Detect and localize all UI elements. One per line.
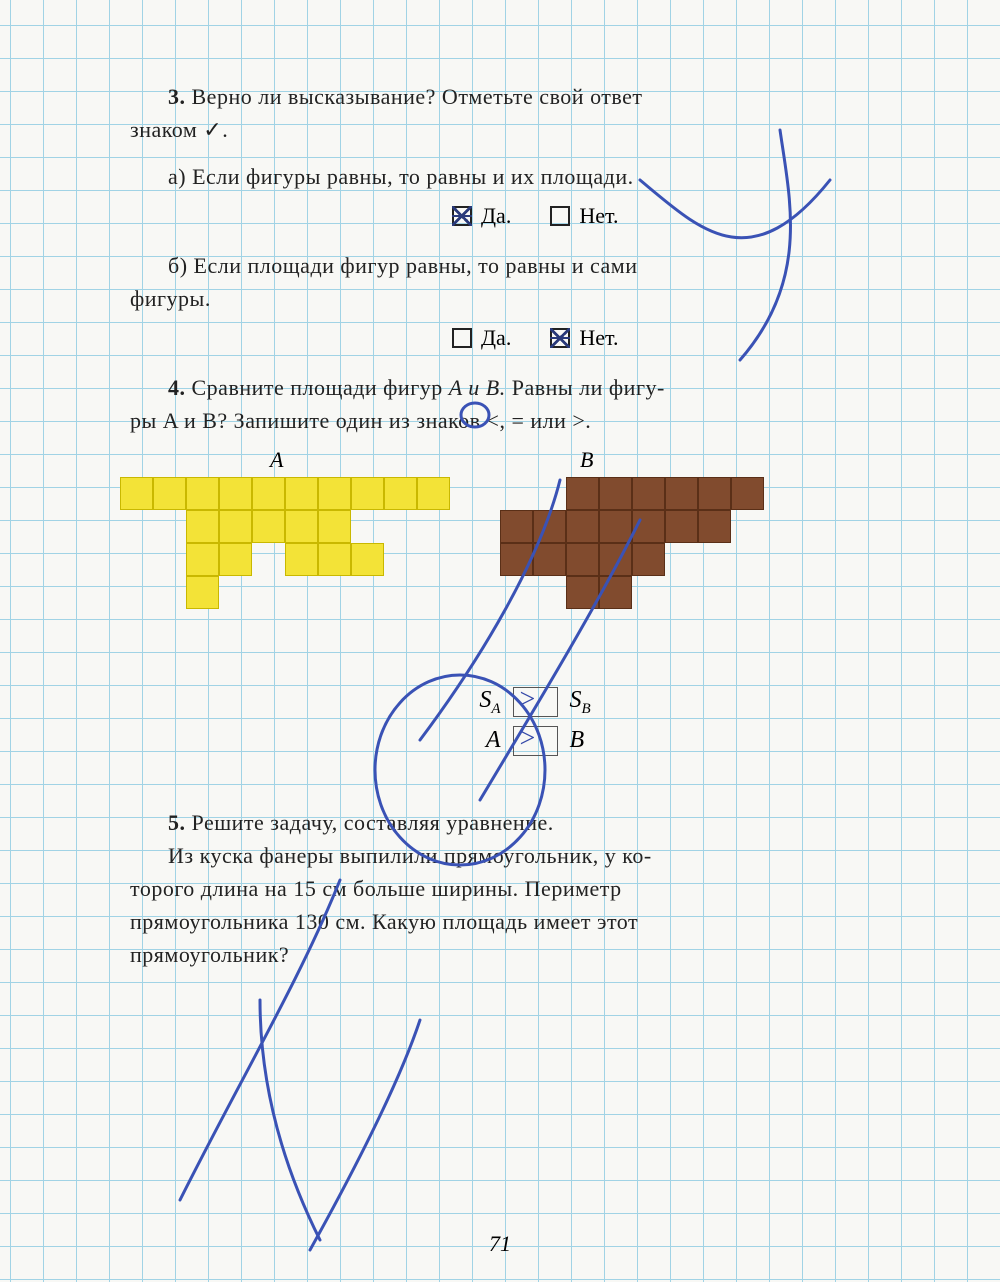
q3b-text: Если площади фигур равны, то равны и сам… <box>194 253 638 278</box>
q3a-no-checkbox[interactable] <box>550 206 570 226</box>
figure-b-label: B <box>580 447 593 473</box>
q5-line2: Из куска фанеры выпилили прямоугольник, … <box>130 839 940 872</box>
q3b-answers: Да. Нет. <box>130 325 940 351</box>
q3-prompt: 3. Верно ли высказывание? Отметьте свой … <box>130 80 940 113</box>
q3-prompt2: знаком ✓. <box>130 113 940 146</box>
q3a-yes-checkbox[interactable] <box>452 206 472 226</box>
q4-number: 4. <box>168 375 186 400</box>
q5-line1: 5. Решите задачу, составляя уравнение. <box>130 806 940 839</box>
q3a-no-label: Нет. <box>579 203 618 228</box>
q3a-answers: Да. Нет. <box>130 203 940 229</box>
handwritten-sign-1: > <box>520 684 536 716</box>
q4-ab: A и B. <box>449 375 506 400</box>
compare-ab: A > B <box>385 726 685 756</box>
q3a-yes-label: Да. <box>481 203 511 228</box>
q3a: а) Если фигуры равны, то равны и их площ… <box>130 160 940 193</box>
q3b-text2: фигуры. <box>130 282 940 315</box>
q5-line5: прямоугольник? <box>130 938 940 971</box>
figure-b <box>500 477 764 609</box>
page-number: 71 <box>0 1231 1000 1257</box>
q3-number: 3. <box>168 84 186 109</box>
SA-label: SA <box>479 687 500 718</box>
handwritten-sign-2: > <box>520 723 536 755</box>
q4-line2: ры A и B? Запишите один из знаков <, = и… <box>130 404 940 437</box>
q4-line1: 4. Сравните площади фигур A и B. Равны л… <box>130 371 940 404</box>
compare-box-2[interactable]: > <box>513 726 558 756</box>
compare-box-1[interactable]: > <box>513 687 558 717</box>
q4-compare: SA > SB A > B <box>385 687 685 756</box>
figure-a-label: A <box>270 447 283 473</box>
q4-figures: A B <box>100 447 920 617</box>
q3b: б) Если площади фигур равны, то равны и … <box>130 249 940 282</box>
compare-s: SA > SB <box>385 687 685 718</box>
q3a-text: Если фигуры равны, то равны и их площади… <box>192 164 634 189</box>
q3b-yes-label: Да. <box>481 325 511 350</box>
q4-text1: Сравните площади фигур <box>192 375 443 400</box>
q5-text1: Решите задачу, составляя уравнение. <box>192 810 554 835</box>
q3b-no-label: Нет. <box>579 325 618 350</box>
A2-label: A <box>486 727 501 754</box>
SB-label: SB <box>570 687 591 718</box>
q3-prompt-text1: Верно ли высказывание? Отметьте свой отв… <box>192 84 643 109</box>
q5-line4: прямоугольника 130 см. Какую площадь име… <box>130 905 940 938</box>
q3b-label: б) <box>168 253 188 278</box>
page-content: 3. Верно ли высказывание? Отметьте свой … <box>0 0 1000 1011</box>
figure-a <box>120 477 450 609</box>
q3a-label: а) <box>168 164 186 189</box>
q3b-yes-checkbox[interactable] <box>452 328 472 348</box>
B2-label: B <box>570 727 585 754</box>
q3b-no-checkbox[interactable] <box>550 328 570 348</box>
q5-number: 5. <box>168 810 186 835</box>
q5-line3: торого длина на 15 см больше ширины. Пер… <box>130 872 940 905</box>
q4-text1b: Равны ли фигу- <box>512 375 665 400</box>
